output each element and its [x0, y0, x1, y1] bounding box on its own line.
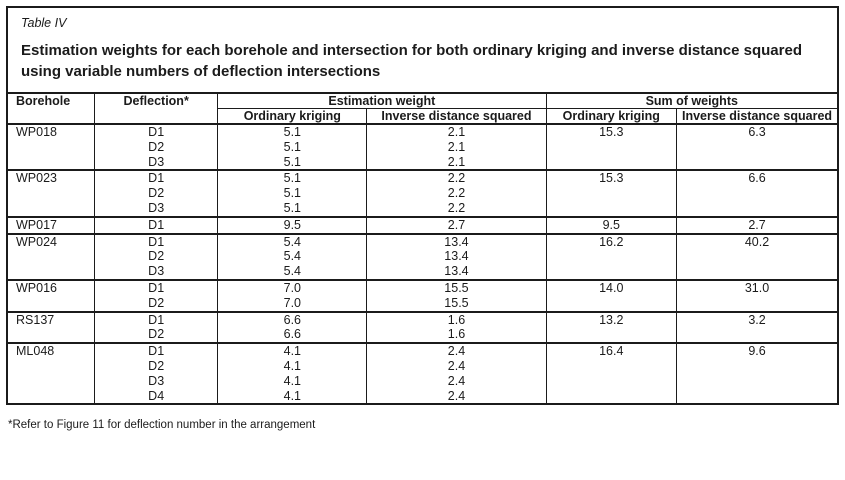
ids-sum-cell: 9.6	[676, 343, 837, 404]
ok-weight-cell: 5.1 5.1 5.1	[217, 170, 367, 217]
borehole-label: WP018	[16, 125, 57, 139]
ok-weight-cell: 6.6 6.6	[217, 311, 367, 344]
header-sub-row: Ordinary kriging Inverse distance square…	[8, 108, 837, 124]
borehole-label: WP024	[16, 234, 57, 249]
deflection-cell: D1 D2	[94, 279, 218, 312]
table-row-ml048: ML048 D1 D2 D3 D4 4.1 4.1 4.1 4.1 2.4 2.…	[8, 343, 837, 404]
table-row-wp017: WP017 D1 9.5 2.7 9.5 2.7	[8, 216, 837, 234]
borehole-cell: WP017	[8, 217, 95, 234]
borehole-cell: ML048	[8, 343, 95, 403]
ids-weight-cell: 2.4 2.4 2.4 2.4	[366, 343, 546, 404]
borehole-cell: WP016	[8, 280, 95, 312]
ok-sum-cell: 16.4	[545, 343, 677, 404]
borehole-label: ML048	[16, 344, 55, 359]
deflection-cell: D1 D2 D3 D4	[94, 343, 218, 404]
borehole-cell: WP024	[8, 234, 95, 280]
table-row-wp023: WP023 D1 D2 D3 5.1 5.1 5.1 2.2 2.2 2.2	[8, 170, 837, 217]
table-body: WP018 D1 D2 D3 5.1 5.1 5.1 2.1 2.1 2.1	[8, 124, 837, 404]
header-estimation-weight: Estimation weight	[217, 94, 546, 109]
ok-sum-cell: 14.0	[545, 279, 677, 312]
table-row-wp024: WP024 D1 D2 D3 5.4 5.4 5.4 13.4 13.4 13.…	[8, 233, 837, 280]
deflection-cell: D1	[94, 216, 218, 234]
ok-weight-cell: 7.0 7.0	[217, 279, 367, 312]
borehole-cell: WP023	[8, 170, 95, 216]
ok-sum-cell: 16.2	[545, 233, 677, 280]
ok-sum-cell: 9.5	[545, 216, 677, 234]
table-row-rs137: RS137 D1 D2 6.6 6.6 1.6 1.6 13.2	[8, 311, 837, 344]
borehole-label: WP017	[16, 217, 57, 232]
ids-sum-cell: 2.7	[676, 216, 837, 234]
table-footnote: *Refer to Figure 11 for deflection numbe…	[8, 419, 316, 432]
ids-weight-cell: 2.7	[366, 216, 546, 234]
header-est-inverse-distance-squared: Inverse distance squared	[366, 108, 546, 124]
header-sum-of-weights: Sum of weights	[545, 94, 837, 109]
ids-sum-cell: 40.2	[676, 233, 837, 280]
ids-weight-cell: 1.6 1.6	[366, 311, 546, 344]
table-frame: Table IV Estimation weights for each bor…	[6, 6, 839, 406]
ok-weight-cell: 9.5	[217, 216, 367, 234]
ids-sum-cell: 31.0	[676, 279, 837, 312]
borehole-label: WP023	[16, 171, 57, 186]
table-header: Borehole Deflection* Estimation weight S…	[8, 94, 837, 124]
table-title: Estimation weights for each borehole and…	[21, 42, 802, 80]
header-borehole: Borehole	[16, 94, 71, 108]
ok-sum-cell: 15.3	[545, 124, 677, 171]
borehole-label: RS137	[16, 312, 55, 327]
ids-weight-cell: 2.2 2.2 2.2	[366, 170, 546, 217]
table-row-wp018: WP018 D1 D2 D3 5.1 5.1 5.1 2.1 2.1 2.1	[8, 124, 837, 171]
header-sum-inverse-distance-squared: Inverse distance squared	[676, 108, 837, 124]
borehole-cell: WP018	[8, 124, 95, 170]
ids-sum-cell: 6.3	[676, 124, 837, 171]
ok-weight-cell: 5.4 5.4 5.4	[217, 233, 367, 280]
ids-weight-cell: 15.5 15.5	[366, 279, 546, 312]
header-group-row: Borehole Deflection* Estimation weight S…	[8, 94, 837, 124]
table-caption: Table IV	[21, 16, 67, 30]
ids-weight-cell: 13.4 13.4 13.4	[366, 233, 546, 280]
deflection-cell: D1 D2 D3	[94, 170, 218, 217]
deflection-cell: D1 D2 D3	[94, 124, 218, 171]
header-sum-ordinary-kriging: Ordinary kriging	[545, 108, 677, 124]
ids-sum-cell: 3.2	[676, 311, 837, 344]
data-table: Borehole Deflection* Estimation weight S…	[8, 94, 837, 404]
borehole-label: WP016	[16, 280, 57, 295]
header-deflection: Deflection*	[94, 94, 218, 124]
ok-weight-cell: 4.1 4.1 4.1 4.1	[217, 343, 367, 404]
deflection-cell: D1 D2	[94, 311, 218, 344]
table-title-block: Table IV Estimation weights for each bor…	[8, 8, 837, 94]
ok-sum-cell: 13.2	[545, 311, 677, 344]
ok-weight-cell: 5.1 5.1 5.1	[217, 124, 367, 171]
header-est-ordinary-kriging: Ordinary kriging	[217, 108, 367, 124]
ids-weight-cell: 2.1 2.1 2.1	[366, 124, 546, 171]
borehole-cell: RS137	[8, 312, 95, 344]
deflection-cell: D1 D2 D3	[94, 233, 218, 280]
ids-sum-cell: 6.6	[676, 170, 837, 217]
table-row-wp016: WP016 D1 D2 7.0 7.0 15.5 15.5 14.0	[8, 279, 837, 312]
ok-sum-cell: 15.3	[545, 170, 677, 217]
